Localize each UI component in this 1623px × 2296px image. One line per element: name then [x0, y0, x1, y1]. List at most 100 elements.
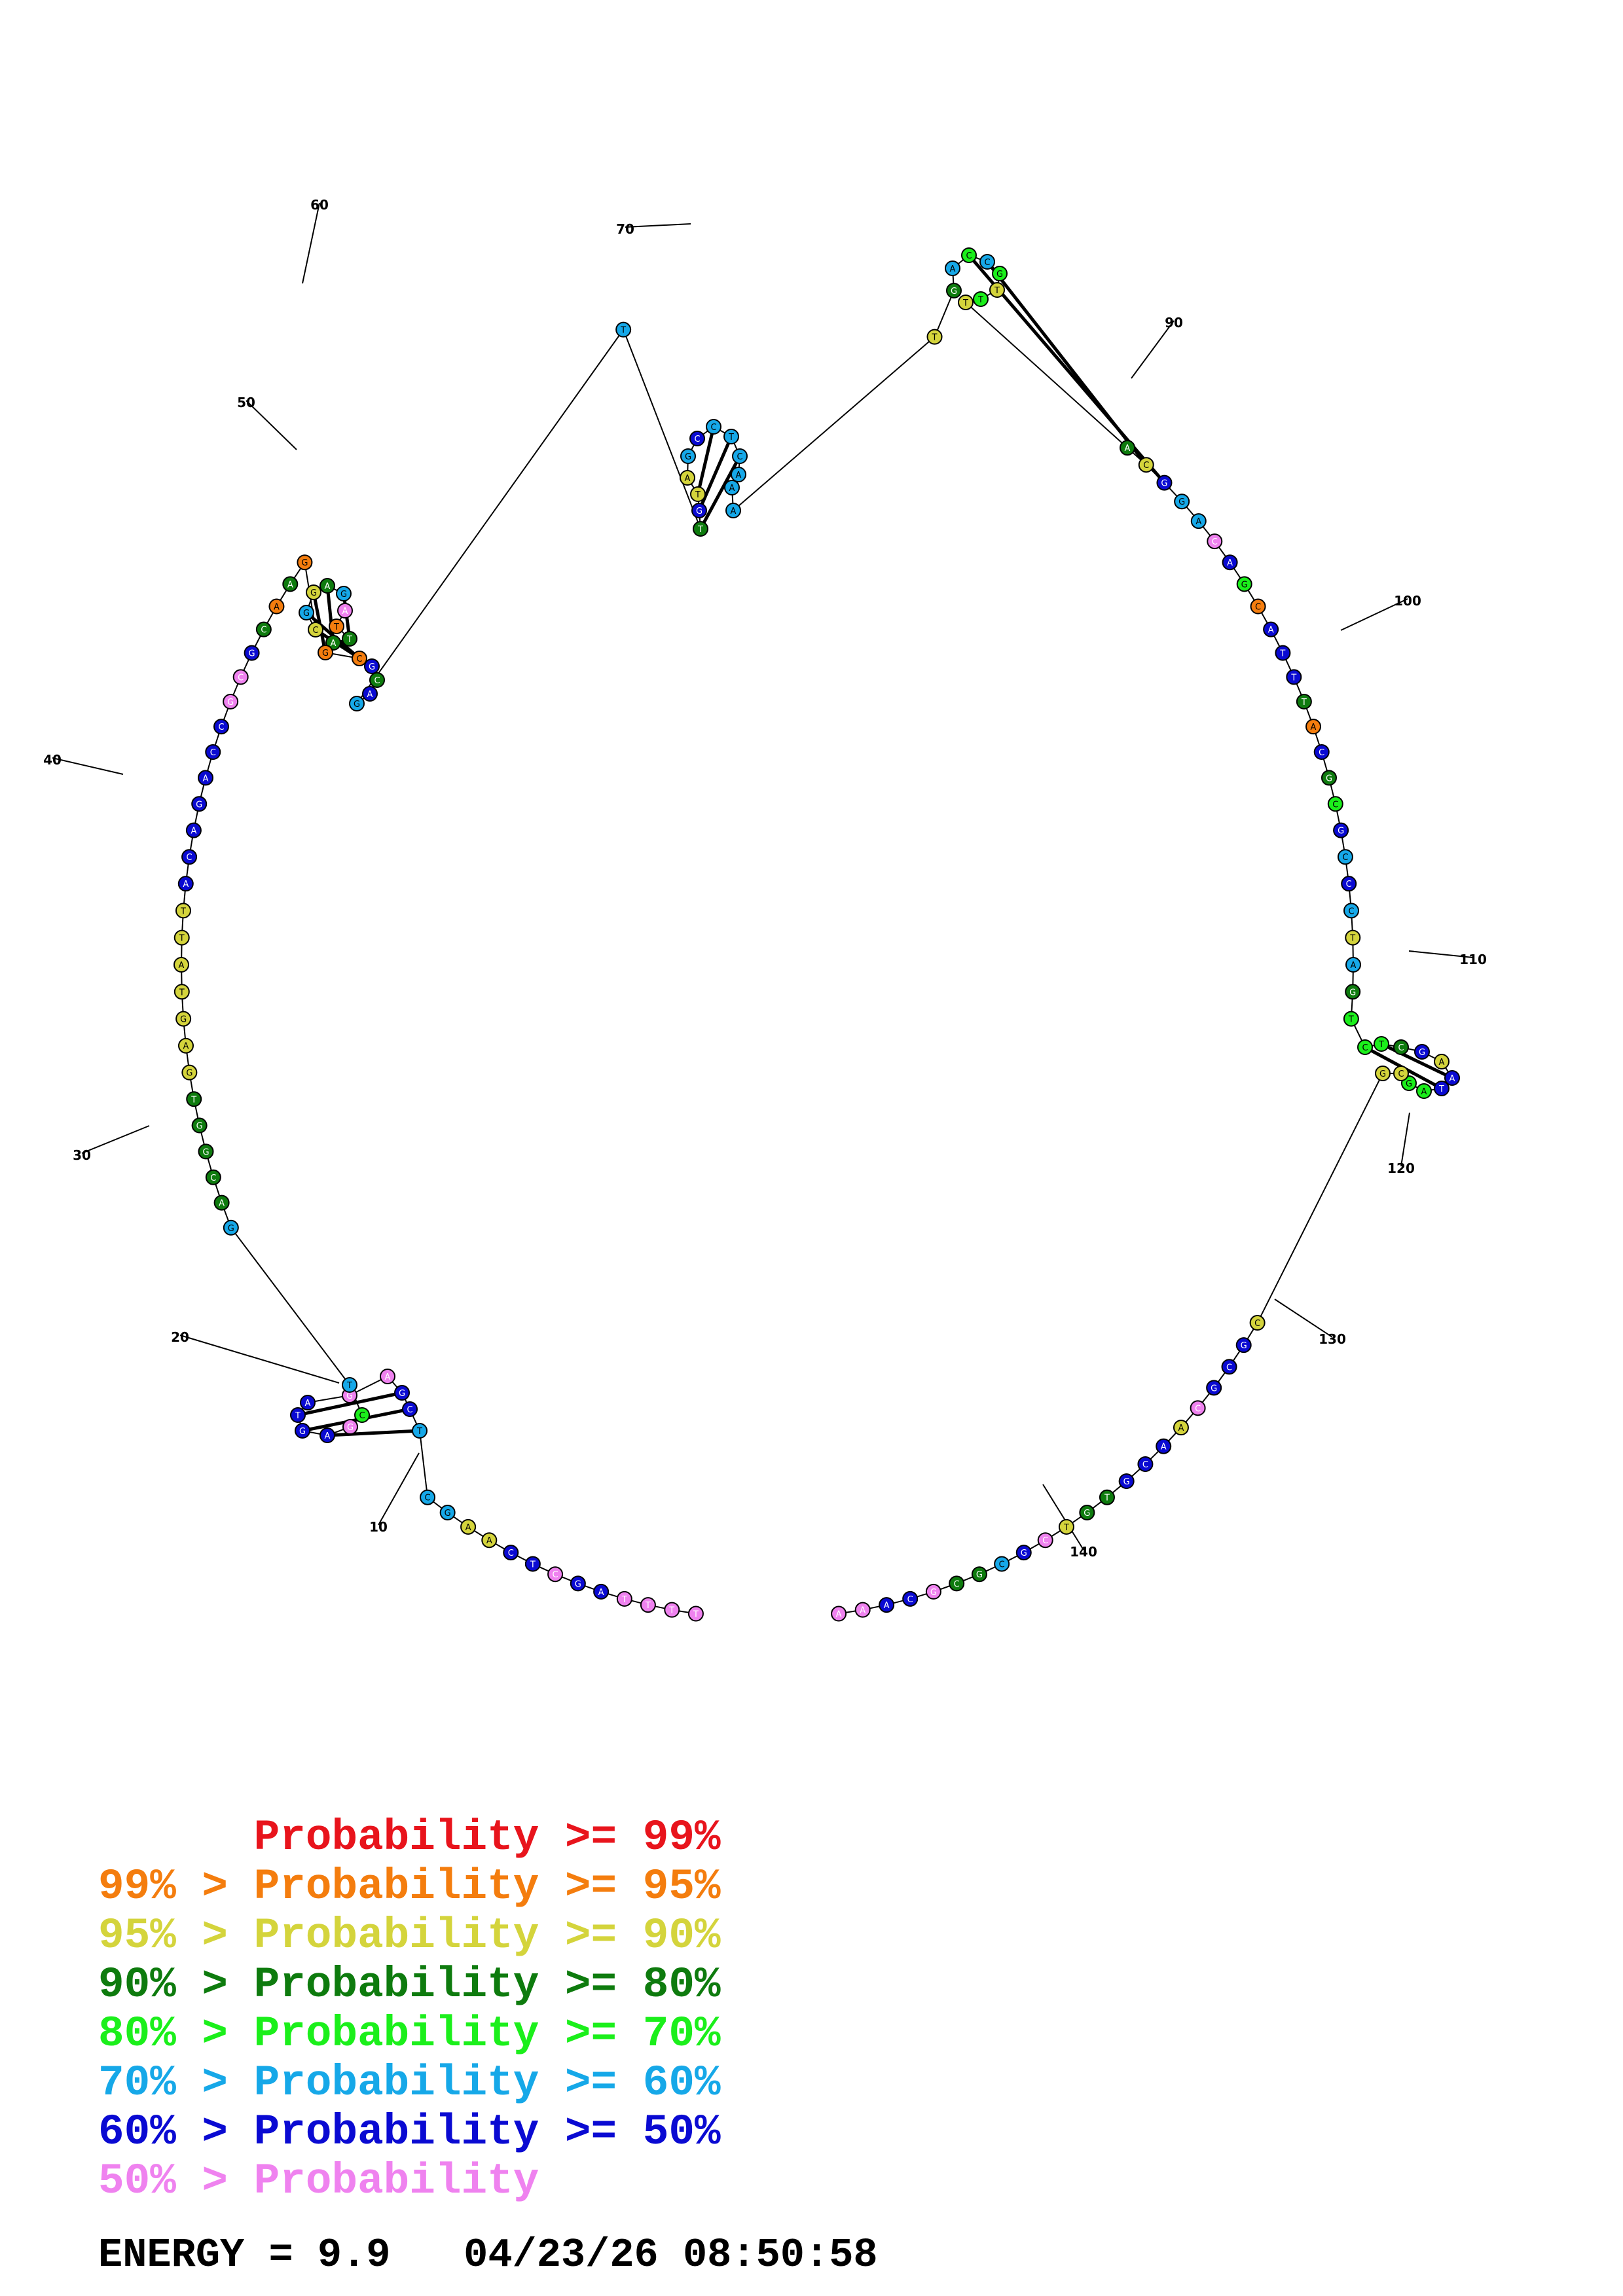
nucleotide-circle	[925, 1583, 941, 1600]
position-label: 40	[43, 752, 62, 768]
backbone-segment	[419, 1430, 429, 1498]
nucleotide-letter: A	[325, 582, 331, 592]
nucleotide-circle	[223, 1219, 239, 1236]
nucleotide-circle	[616, 1590, 632, 1607]
position-label: 120	[1387, 1160, 1415, 1176]
nucleotide-circle	[362, 686, 378, 702]
backbone-segment	[934, 290, 955, 338]
nucleotide-circle	[1222, 554, 1238, 571]
nucleotide-letter: A	[1195, 517, 1201, 527]
position-tick-line	[625, 223, 691, 228]
nucleotide: G	[1174, 493, 1190, 510]
nucleotide-circle	[706, 419, 721, 435]
nucleotide-circle	[680, 470, 695, 486]
nucleotide: C	[1393, 1066, 1409, 1081]
position-tick-line	[1042, 1484, 1084, 1551]
nucleotide-letter: T	[180, 906, 186, 916]
nucleotide: G	[1235, 1337, 1252, 1354]
nucleotide: A	[1305, 719, 1322, 735]
nucleotide-letter: G	[186, 1069, 192, 1079]
nucleotide-circle	[958, 295, 974, 310]
nucleotide: A	[945, 260, 960, 276]
nucleotide-circle	[173, 929, 190, 946]
nucleotide-circle	[570, 1575, 586, 1592]
nucleotide-letter: A	[325, 1431, 331, 1441]
nucleotide-letter: G	[1338, 827, 1344, 836]
position-tick-line	[1340, 598, 1408, 631]
nucleotide-letter: T	[932, 333, 938, 343]
nucleotide-circle	[336, 586, 352, 601]
nucleotide-letter: T	[1063, 1523, 1069, 1533]
position-label: 10	[369, 1519, 388, 1535]
nucleotide-circle	[1190, 1400, 1206, 1416]
nucleotide-circle	[926, 329, 943, 345]
nucleotide-letter: T	[346, 1381, 352, 1391]
nucleotide-circle	[992, 266, 1008, 281]
nucleotide: T	[616, 1590, 632, 1607]
nucleotide-letter: A	[736, 471, 742, 480]
nucleotide: C	[1137, 1456, 1154, 1473]
nucleotide-letter: C	[356, 655, 362, 664]
nucleotide-circle	[1058, 1518, 1074, 1535]
nucleotide: C	[1341, 876, 1357, 892]
nucleotide-circle	[394, 1385, 410, 1401]
nucleotide-circle	[282, 576, 299, 592]
nucleotide-circle	[724, 480, 740, 495]
nucleotide-circle	[1341, 876, 1357, 892]
nucleotide-letter: C	[359, 1411, 365, 1421]
nucleotide-circle	[1263, 621, 1279, 637]
nucleotide: G	[1206, 1380, 1222, 1396]
nucleotide-circle	[1333, 822, 1349, 838]
base-pair-bond	[327, 1429, 420, 1437]
nucleotide-circle	[412, 1423, 428, 1439]
legend-prefix: 60% >	[98, 2108, 254, 2157]
nucleotide-letter: C	[1254, 1319, 1260, 1329]
nucleotide-circle	[547, 1566, 564, 1583]
nucleotide: C	[994, 1556, 1010, 1572]
nucleotide-letter: G	[399, 1389, 405, 1399]
nucleotide: C	[732, 448, 748, 464]
nucleotide-circle	[1321, 770, 1337, 786]
nucleotide: A	[1345, 956, 1361, 973]
nucleotide-letter: G	[1349, 988, 1356, 997]
nucleotide-circle	[300, 1395, 316, 1410]
nucleotide: A	[1416, 1083, 1432, 1099]
nucleotide: A	[1173, 1420, 1189, 1436]
base-pair-bond	[297, 1391, 403, 1417]
position-ticks: 10 20 30 40 50 60 70 90 100 110 120 130 140	[43, 197, 1487, 1560]
nucleotide: A	[185, 822, 202, 838]
nucleotide: G	[364, 658, 380, 674]
nucleotide: G	[1333, 822, 1349, 838]
nucleotide: A	[300, 1395, 316, 1410]
backbone-segment	[623, 329, 701, 529]
nucleotide-circle	[1156, 475, 1173, 491]
nucleotide-letter: A	[1227, 558, 1233, 568]
nucleotide-circle	[1414, 1044, 1430, 1060]
nucleotide: G	[680, 448, 696, 464]
position-label: 100	[1394, 593, 1421, 609]
nucleotide-circle	[198, 770, 214, 786]
nucleotide-circle	[640, 1597, 656, 1613]
nucleotide-circle	[687, 1605, 704, 1622]
nucleotide-letter: G	[696, 507, 702, 516]
nucleotide: G	[1321, 770, 1337, 786]
nucleotide-letter: G	[1406, 1079, 1412, 1089]
nucleotide-letter: T	[530, 1560, 536, 1570]
nucleotide: T	[1434, 1081, 1450, 1096]
nucleotide-circle	[732, 448, 748, 464]
nucleotide-circle	[181, 1064, 198, 1081]
nucleotide-circle	[213, 1194, 230, 1211]
legend-prefix: 95% >	[98, 1911, 254, 1960]
nucleotide: A	[319, 1427, 335, 1443]
nucleotide-circle	[1156, 1438, 1172, 1454]
nucleotide: G	[342, 1419, 358, 1435]
nucleotide: T	[175, 903, 191, 919]
nucleotide-circle	[1235, 1337, 1252, 1354]
nucleotide: C	[1313, 744, 1330, 761]
nucleotide-circle	[364, 658, 380, 674]
nucleotide: T	[1374, 1036, 1389, 1052]
nucleotide-circle	[232, 669, 249, 685]
position-label: 20	[171, 1329, 189, 1345]
nucleotide-circle	[244, 645, 260, 661]
